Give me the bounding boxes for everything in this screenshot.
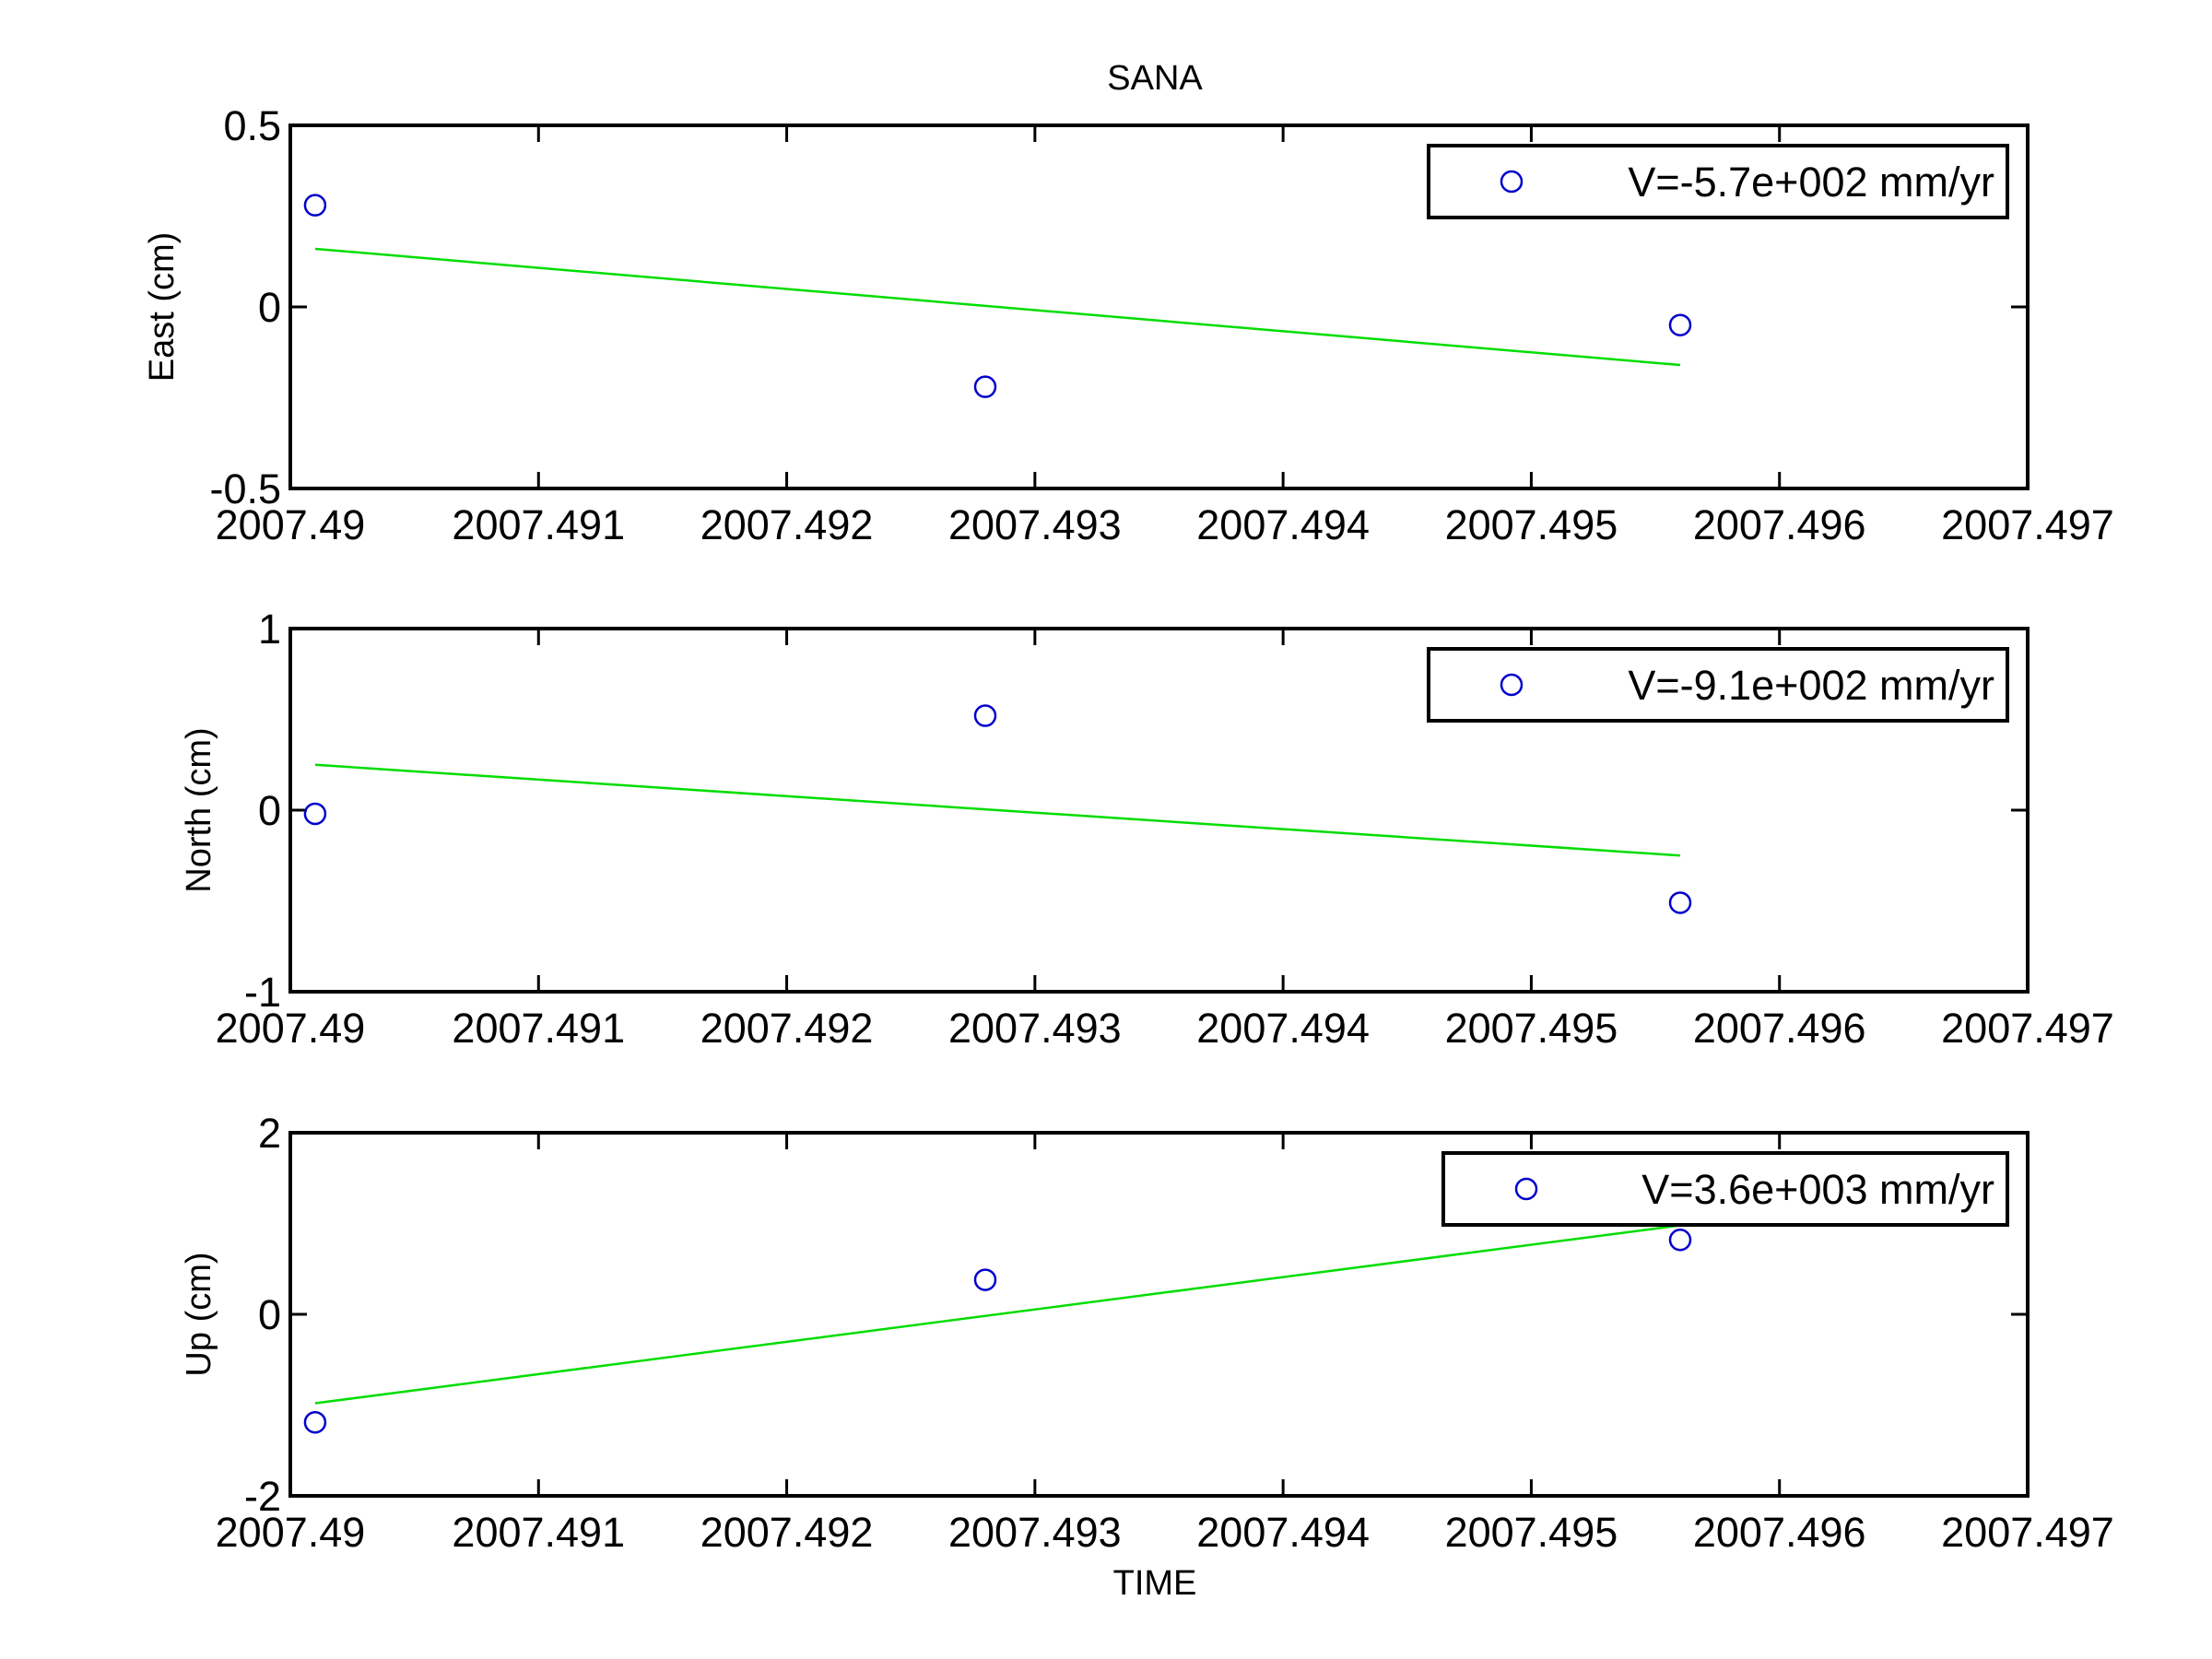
legend-box — [1427, 144, 2009, 219]
data-point — [973, 1268, 997, 1291]
data-point — [1668, 1228, 1692, 1252]
legend-marker — [1500, 673, 1524, 697]
fit-line — [314, 763, 1681, 857]
figure-title: SANA — [1107, 59, 1203, 98]
legend: V=3.6e+003 mm/yr — [1441, 1151, 2009, 1227]
legend-marker — [1514, 1177, 1538, 1201]
y-axis-label: North (cm) — [180, 727, 218, 892]
data-point — [973, 704, 997, 727]
legend-marker — [1500, 170, 1524, 194]
x-tick-label: 2007.497 — [1941, 1509, 2114, 1556]
legend-box — [1427, 647, 2009, 723]
legend: V=-5.7e+002 mm/yr — [1427, 144, 2009, 219]
y-tick-label: 0 — [258, 787, 281, 834]
x-tick-label: 2007.497 — [1941, 501, 2114, 548]
x-tick-label: 2007.494 — [1196, 1005, 1370, 1052]
y-axis-label: Up (cm) — [180, 1252, 218, 1376]
x-tick-label: 2007.496 — [1693, 1005, 1866, 1052]
y-tick-label: -0.5 — [209, 465, 281, 512]
x-tick-label: 2007.491 — [452, 1005, 625, 1052]
y-tick-label: -2 — [244, 1473, 281, 1520]
y-tick-label: 1 — [258, 606, 281, 653]
y-tick-label: -1 — [244, 969, 281, 1016]
x-tick-label: 2007.491 — [452, 501, 625, 548]
x-tick-label: 2007.49 — [216, 501, 366, 548]
fit-line — [314, 247, 1681, 367]
legend: V=-9.1e+002 mm/yr — [1427, 647, 2009, 723]
y-tick-label: 0.5 — [223, 102, 281, 149]
x-tick-label: 2007.493 — [948, 501, 1122, 548]
x-tick-label: 2007.493 — [948, 1509, 1122, 1556]
x-tick-label: 2007.494 — [1196, 1509, 1370, 1556]
x-tick-label: 2007.491 — [452, 1509, 625, 1556]
x-tick-label: 2007.49 — [216, 1509, 366, 1556]
x-axis-label: TIME — [1113, 1564, 1197, 1603]
x-tick-label: 2007.495 — [1445, 1509, 1618, 1556]
x-tick-label: 2007.497 — [1941, 1005, 2114, 1052]
fit-line — [314, 1224, 1681, 1405]
y-axis-label: East (cm) — [143, 232, 182, 382]
data-point — [303, 802, 327, 826]
y-tick-label: 2 — [258, 1110, 281, 1157]
data-point — [303, 1410, 327, 1434]
x-tick-label: 2007.496 — [1693, 1509, 1866, 1556]
x-tick-label: 2007.495 — [1445, 501, 1618, 548]
y-tick-label: 0 — [258, 284, 281, 331]
subplot-up: 2007.49 2007.491 2007.492 2007.493 2007.494 2… — [180, 1110, 2114, 1556]
x-tick-label: 2007.492 — [700, 501, 874, 548]
data-point — [303, 194, 327, 217]
subplot-north: 2007.49 2007.491 2007.492 2007.493 2007.494 2… — [180, 606, 2114, 1052]
legend-label: V=-5.7e+002 mm/yr — [1628, 159, 1994, 206]
y-tick-label: 0 — [258, 1291, 281, 1338]
data-point — [1668, 313, 1692, 336]
data-point — [1668, 891, 1692, 914]
x-tick-label: 2007.492 — [700, 1509, 874, 1556]
x-tick-label: 2007.495 — [1445, 1005, 1618, 1052]
x-tick-label: 2007.49 — [216, 1005, 366, 1052]
legend-label: V=-9.1e+002 mm/yr — [1628, 662, 1994, 709]
x-tick-label: 2007.496 — [1693, 501, 1866, 548]
data-point — [973, 375, 997, 398]
x-tick-label: 2007.492 — [700, 1005, 874, 1052]
subplots: 2007.49 2007.491 2007.492 2007.493 2007.494 2… — [143, 102, 2114, 1556]
subplot-east: 2007.49 2007.491 2007.492 2007.493 2007.494 2… — [143, 102, 2114, 548]
x-tick-label: 2007.493 — [948, 1005, 1122, 1052]
x-tick-label: 2007.494 — [1196, 501, 1370, 548]
legend-label: V=3.6e+003 mm/yr — [1641, 1166, 1994, 1213]
